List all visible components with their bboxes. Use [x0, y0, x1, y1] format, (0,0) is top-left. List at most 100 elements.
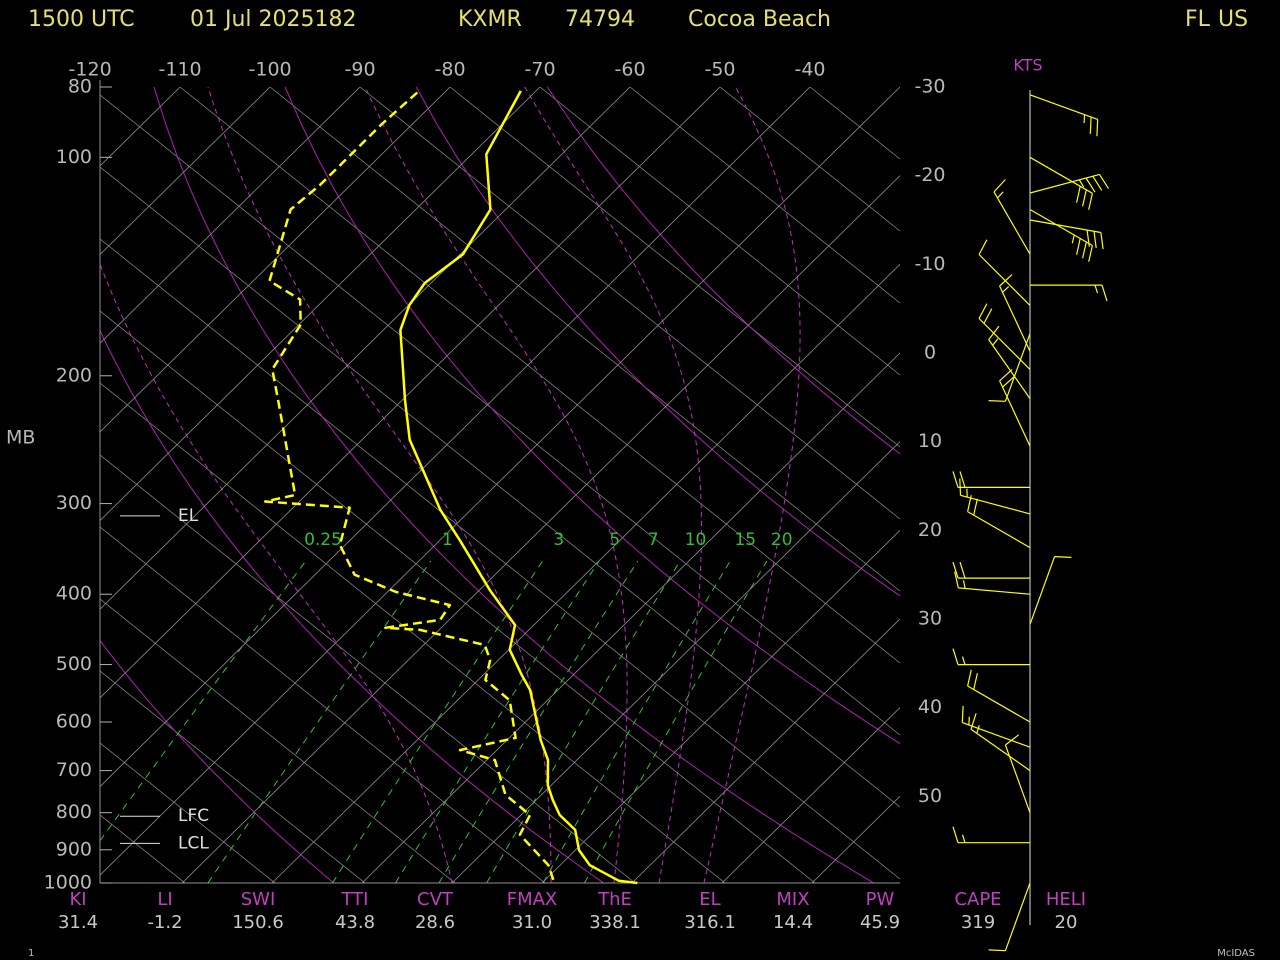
y-tick-label: 600	[56, 711, 92, 733]
footer-right: McIDAS	[1217, 948, 1255, 959]
diagonal-line	[100, 526, 546, 883]
y2-tick-label: 10	[918, 430, 942, 452]
date: 01 Jul 2025182	[190, 7, 357, 32]
y-tick-label: 400	[56, 583, 92, 605]
y2-tick-label: -30	[914, 76, 945, 98]
moist-adiabat	[207, 87, 552, 883]
mixing-ratio-label: 5	[609, 530, 620, 550]
index-name: KI	[69, 889, 86, 910]
mixing-ratio-line	[395, 560, 600, 883]
y-tick-label: 1000	[44, 872, 92, 894]
moist-adiabat	[364, 87, 628, 883]
index-value: 31.4	[58, 912, 98, 933]
isotherm	[100, 87, 811, 788]
wind-barb	[952, 561, 1030, 579]
wind-barb	[959, 478, 1031, 515]
isotherm	[541, 529, 900, 883]
isotherm	[100, 87, 541, 522]
mixing-ratio-line	[332, 560, 544, 883]
footer-left: 1	[28, 948, 34, 959]
wind-barb	[978, 239, 1031, 306]
index-name: SWI	[241, 889, 276, 910]
level-label: LCL	[178, 833, 209, 853]
wind-barb	[1004, 734, 1031, 813]
diagonal-line	[100, 166, 900, 808]
mixing-ratio-label: 1	[442, 530, 453, 550]
mixing-ratio-label: 7	[648, 530, 659, 550]
index-name: PW	[866, 889, 895, 910]
y-tick-label: 500	[56, 653, 92, 675]
wind-barb	[993, 179, 1031, 255]
diagonal-line	[100, 238, 900, 880]
y-axis-label: MB	[6, 427, 35, 449]
mixing-ratio-label: 0.25	[304, 530, 342, 550]
mixing-ratio-line	[438, 560, 639, 883]
level-label: EL	[178, 506, 199, 526]
x-tick-label: -80	[435, 59, 466, 81]
wind-barb	[1029, 94, 1099, 137]
diagonal-line	[629, 87, 900, 304]
x-tick-label: -40	[794, 59, 825, 81]
mixing-ratio-line	[584, 560, 768, 883]
dry-adiabat	[100, 329, 604, 883]
sounding-line	[263, 89, 555, 881]
index-name: EL	[699, 889, 720, 910]
wind-barb	[1029, 219, 1104, 250]
wind-barb	[952, 648, 1030, 666]
y-tick-label: 800	[56, 801, 92, 823]
index-value: 150.6	[232, 912, 284, 933]
diagonal-line	[100, 94, 900, 736]
diagonal-line	[449, 87, 900, 448]
isotherm	[271, 263, 900, 883]
mixing-ratio-label: 15	[734, 530, 756, 550]
dry-adiabat	[100, 639, 335, 883]
dry-adiabat	[415, 87, 900, 597]
isotherm	[361, 352, 900, 883]
y2-tick-label: 0	[924, 341, 936, 363]
y-tick-label: 200	[56, 364, 92, 386]
level-label: LFC	[178, 806, 209, 826]
index-value: 14.4	[773, 912, 813, 933]
x-tick-label: -50	[704, 59, 735, 81]
isotherm	[631, 618, 900, 883]
wind-barb	[967, 495, 1031, 549]
wind-barb	[1030, 284, 1108, 302]
isotherm	[181, 175, 900, 883]
place: Cocoa Beach	[688, 7, 831, 32]
wind-barb	[952, 826, 1030, 844]
diagonal-line	[719, 87, 900, 232]
wind-barb	[954, 571, 1031, 595]
index-value: 31.0	[512, 912, 552, 933]
wind-barb	[970, 713, 1031, 772]
index-value: 45.9	[860, 912, 900, 933]
x-tick-label: -120	[69, 59, 112, 81]
isotherm	[721, 707, 900, 883]
wind-barb	[961, 705, 1031, 748]
y2-tick-label: 30	[918, 607, 942, 629]
index-value: 319	[961, 912, 995, 933]
mixing-ratio-line	[207, 560, 432, 883]
index-value: 28.6	[415, 912, 455, 933]
dry-adiabat	[153, 87, 874, 883]
diagonal-line	[100, 382, 726, 883]
y-tick-label: 700	[56, 759, 92, 781]
diagonal-line	[539, 87, 900, 376]
diagonal-line	[100, 310, 816, 883]
mixing-ratio-label: 20	[771, 530, 793, 550]
y-tick-label: 80	[68, 76, 92, 98]
station: KXMR	[458, 7, 522, 32]
index-value: 43.8	[335, 912, 375, 933]
y2-tick-label: -20	[914, 164, 945, 186]
y2-tick-label: 40	[918, 696, 942, 718]
wind-barb	[1029, 556, 1072, 625]
y2-tick-label: 50	[918, 785, 942, 807]
index-name: LI	[157, 889, 172, 910]
wind-barb	[1029, 156, 1093, 210]
moist-adiabat	[100, 263, 453, 883]
x-tick-label: -70	[525, 59, 556, 81]
isotherm	[451, 441, 900, 883]
diagonal-line	[100, 742, 276, 883]
diagonal-line	[179, 87, 900, 664]
index-name: TTI	[341, 889, 369, 910]
index-name: CAPE	[954, 889, 1001, 910]
